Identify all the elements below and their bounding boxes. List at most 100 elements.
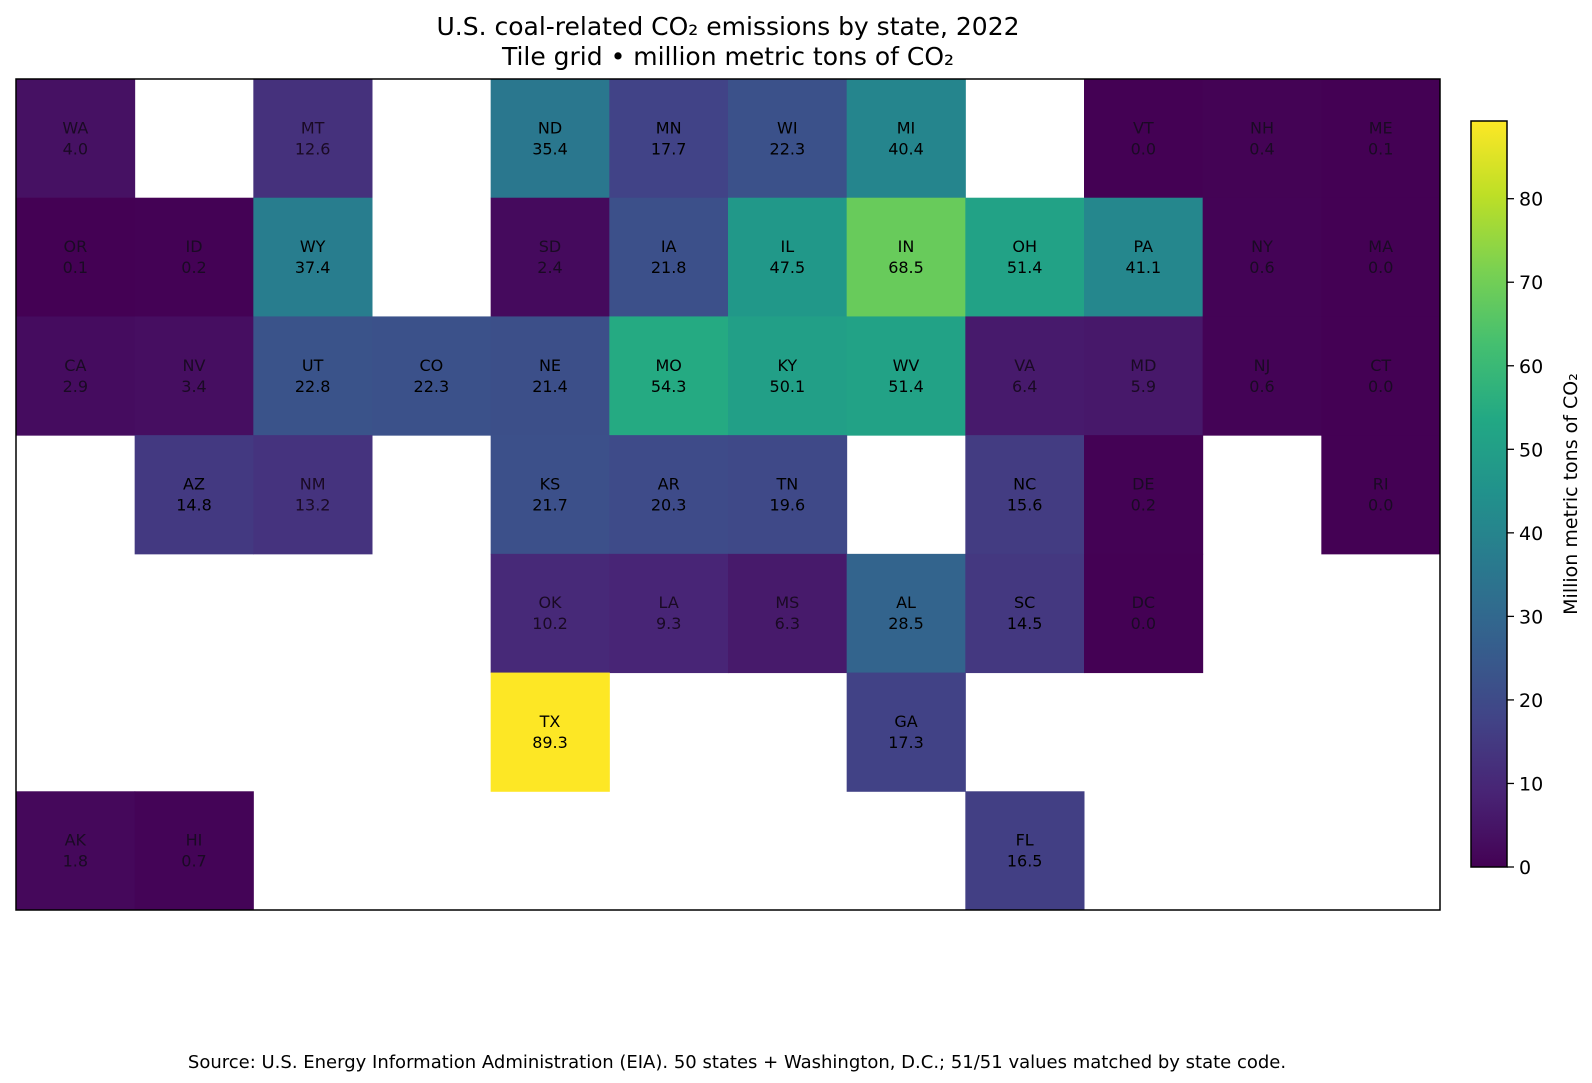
tile-cell [609, 197, 729, 317]
tile-cell [728, 316, 848, 436]
colorbar-gradient [1471, 121, 1507, 867]
tile-value: 0.0 [1368, 258, 1393, 277]
tile-state-code: IL [781, 237, 795, 256]
tile-value: 0.2 [181, 258, 206, 277]
tile-cell [253, 316, 373, 436]
tile-pa: PA 41.1 [1084, 197, 1204, 317]
tile-cell [134, 435, 254, 555]
tile-value: 89.3 [532, 733, 568, 752]
tile-value: 0.6 [1249, 258, 1274, 277]
tile-state-code: DE [1132, 475, 1154, 494]
tile-wi: WI 22.3 [728, 79, 848, 199]
tile-value: 0.7 [181, 852, 206, 871]
tile-wv: WV 51.4 [846, 316, 966, 436]
tile-value: 51.4 [1007, 258, 1043, 277]
tile-nv: NV 3.4 [134, 316, 254, 436]
tile-value: 2.9 [63, 377, 88, 396]
tile-state-code: NC [1013, 475, 1036, 494]
tile-cell [609, 316, 729, 436]
tile-value: 54.3 [651, 377, 687, 396]
plot-frame [15, 78, 1441, 911]
colorbar-tick-label: 40 [1519, 523, 1543, 545]
tile-state-code: KS [540, 475, 561, 494]
tile-mt: MT 12.6 [253, 79, 373, 199]
tile-dc: DC 0.0 [1084, 553, 1204, 674]
tile-de: DE 0.2 [1084, 435, 1204, 555]
tile-value: 13.2 [295, 496, 331, 515]
tile-state-code: ID [185, 237, 202, 256]
tile-state-code: NJ [1254, 356, 1271, 375]
tile-state-code: AZ [183, 475, 205, 494]
colorbar: 0 10 20 30 40 50 60 70 80 Million metric tons of… [1470, 120, 1582, 879]
tile-value: 21.8 [651, 258, 687, 277]
colorbar-tick-label: 30 [1519, 606, 1543, 628]
tile-al: AL 28.5 [846, 553, 966, 674]
tile-oh: OH 51.4 [965, 197, 1085, 317]
tile-cell [846, 672, 966, 792]
tile-va: VA 6.4 [965, 316, 1085, 436]
tile-cell [846, 316, 966, 436]
tile-value: 51.4 [888, 377, 924, 396]
tile-value: 0.1 [1368, 139, 1393, 158]
tile-value: 10.2 [532, 614, 568, 633]
tile-cell [490, 79, 610, 199]
tile-cell [728, 435, 848, 555]
tile-value: 16.5 [1007, 852, 1043, 871]
tile-value: 0.2 [1131, 496, 1156, 515]
tile-md: MD 5.9 [1084, 316, 1204, 436]
chart-subtitle: Tile grid • million metric tons of CO₂ [501, 42, 954, 71]
tile-state-code: CA [64, 356, 86, 375]
tile-ut: UT 22.8 [253, 316, 373, 436]
tile-state-code: MI [897, 118, 916, 137]
tile-cell [728, 197, 848, 317]
tile-value: 6.3 [775, 614, 800, 633]
tile-fl: FL 16.5 [965, 791, 1085, 911]
tile-value: 0.0 [1131, 139, 1156, 158]
tile-value: 3.4 [181, 377, 206, 396]
tile-state-code: OR [63, 237, 87, 256]
tile-cell [728, 79, 848, 199]
tile-me: ME 0.1 [1321, 79, 1441, 199]
tile-state-code: NH [1250, 118, 1274, 137]
tile-cell [490, 316, 610, 436]
tile-value: 0.1 [63, 258, 88, 277]
tile-value: 14.5 [1007, 614, 1043, 633]
tile-value: 9.3 [656, 614, 681, 633]
tile-value: 0.4 [1249, 139, 1274, 158]
tile-cell [846, 197, 966, 317]
tile-nj: NJ 0.6 [1202, 316, 1322, 436]
tile-value: 28.5 [888, 614, 924, 633]
tile-ct: CT 0.0 [1321, 316, 1441, 436]
tile-ks: KS 21.7 [490, 435, 610, 555]
tile-sc: SC 14.5 [965, 553, 1085, 674]
tile-state-code: HI [186, 831, 203, 850]
tile-value: 22.3 [414, 377, 450, 396]
tile-cell [1202, 197, 1322, 317]
colorbar-tick-label: 10 [1519, 773, 1543, 795]
tile-cell [253, 197, 373, 317]
tile-state-code: UT [302, 356, 324, 375]
tile-mn: MN 17.7 [609, 79, 729, 199]
tile-cell [253, 79, 373, 199]
tiles-layer: WA 4.0 MT 12.6 ND 35.4 MN 17.7 WI 22.3 MI 40.4 VT 0.0… [16, 79, 1441, 911]
tile-cell [1321, 197, 1441, 317]
tile-cell [490, 672, 610, 792]
tile-cell [965, 316, 1085, 436]
tile-value: 5.9 [1131, 377, 1156, 396]
tile-state-code: SD [539, 237, 561, 256]
colorbar-tick-label: 80 [1519, 189, 1543, 211]
tile-ar: AR 20.3 [609, 435, 729, 555]
tile-state-code: WA [62, 118, 88, 137]
colorbar-ticks: 0 10 20 30 40 50 60 70 80 [1507, 189, 1543, 879]
tile-wy: WY 37.4 [253, 197, 373, 317]
tile-ri: RI 0.0 [1321, 435, 1441, 555]
colorbar-frame [1470, 120, 1508, 868]
tile-state-code: TX [539, 712, 561, 731]
tile-cell [134, 316, 254, 436]
tile-sd: SD 2.4 [490, 197, 610, 317]
tile-cell [490, 553, 610, 674]
tile-cell [253, 435, 373, 555]
tile-cell [965, 791, 1085, 911]
tile-cell [490, 435, 610, 555]
tile-cell [1321, 79, 1441, 199]
